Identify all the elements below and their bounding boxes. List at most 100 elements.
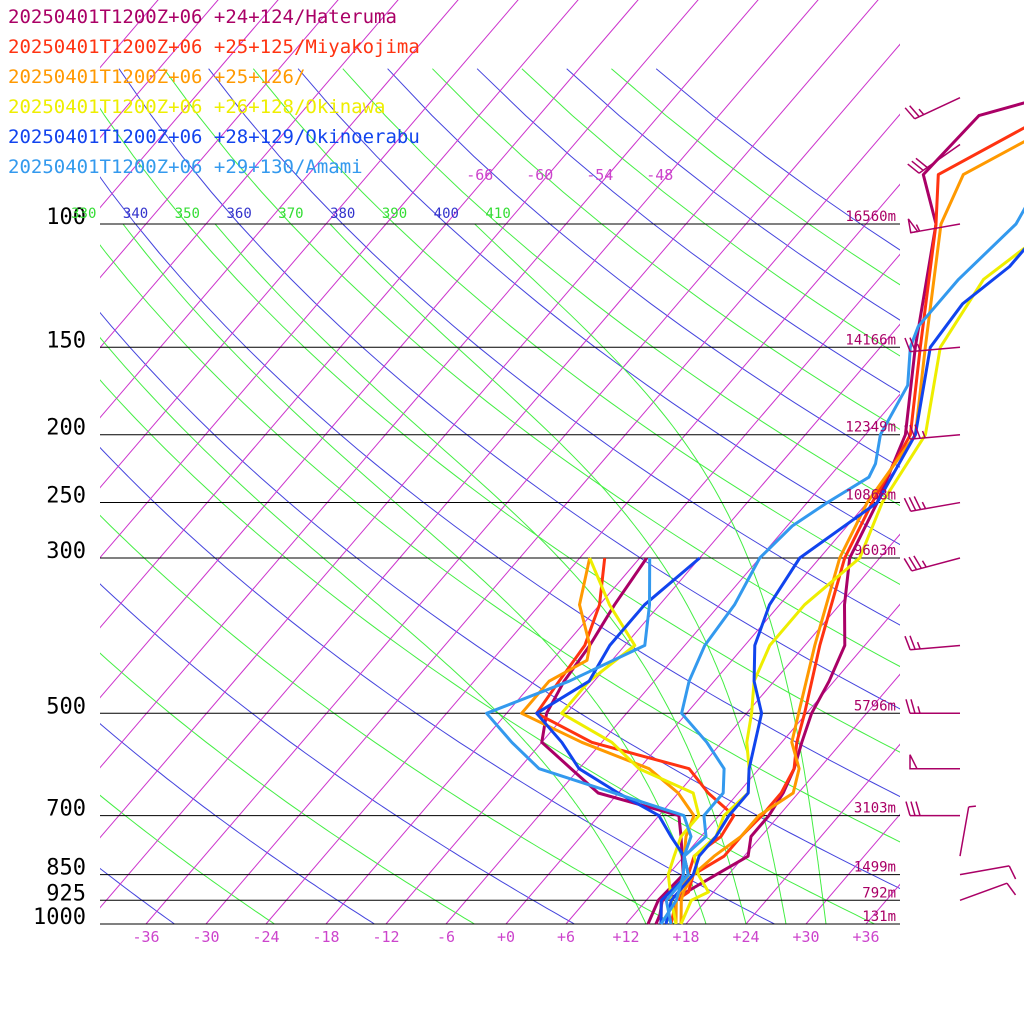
wind-barb [907, 143, 961, 174]
height-label: 1499m [854, 860, 896, 876]
wind-barb [904, 635, 961, 651]
wind-barb-flag [913, 496, 922, 510]
legend-entry: 20250401T1200Z+06 +25+125/Miyakojima [8, 36, 420, 58]
pressure-label: 300 [46, 539, 86, 564]
wind-barb-flag [910, 699, 916, 714]
isotherm-line [100, 0, 279, 209]
isotherm-line [805, 813, 900, 924]
dry-adiabat-line [100, 583, 576, 924]
temperature-tick-label: -24 [252, 928, 279, 946]
temperature-tick-label: +18 [672, 928, 699, 946]
wind-barb-staff [910, 433, 961, 440]
wind-barb-flag [904, 107, 916, 120]
isotherm-line [505, 463, 900, 924]
moist-adiabat-line [122, 223, 707, 924]
wind-barb-flag [910, 801, 916, 816]
wind-barb [907, 218, 961, 234]
pressure-label: 250 [46, 484, 86, 509]
wind-barb-flag [909, 337, 916, 352]
theta-label: 390 [382, 206, 407, 222]
upper-isotherm-label: -60 [526, 166, 553, 184]
wind-barb-flag [915, 157, 928, 169]
isotherm-line [685, 673, 900, 924]
theta-label: 340 [123, 206, 148, 222]
isotherm-line [445, 393, 900, 924]
theta-label: 370 [278, 206, 303, 222]
wind-barb-flag [909, 424, 916, 439]
wind-barb-staff [959, 865, 1010, 876]
theta-label: 330 [71, 206, 96, 222]
isotherm-line [325, 253, 900, 924]
wind-barb-flag [911, 160, 924, 171]
wind-barb [905, 801, 960, 817]
isotherms [100, 0, 900, 924]
height-label: 16560m [845, 209, 896, 225]
isotherm-line [100, 0, 759, 769]
isotherm-line [100, 0, 579, 559]
temperature-tick-label: +0 [497, 928, 515, 946]
isotherm-line [565, 533, 900, 924]
wind-barb-flag [908, 496, 917, 511]
height-label: 9603m [854, 543, 896, 559]
wind-barb-half-flag [917, 706, 921, 714]
upper-isotherm-label: -54 [586, 166, 613, 184]
height-label: 12349m [845, 420, 896, 436]
dewpoint-line [535, 557, 736, 925]
wind-barb-half-flag [968, 805, 977, 808]
wind-barb-half-flag [921, 501, 927, 509]
height-label: 3103m [854, 801, 896, 817]
pressure-label: 700 [46, 797, 86, 822]
wind-barb [959, 805, 977, 857]
temperature-tick-label: +36 [852, 928, 879, 946]
upper-isotherm-label: -66 [466, 166, 493, 184]
wind-barb [904, 424, 961, 440]
isotherm-line [100, 0, 399, 349]
wind-barb [903, 555, 961, 572]
temperature-line [664, 247, 1024, 925]
wind-barb-staff [911, 557, 961, 572]
legend-entry: 20250401T1200Z+06 +28+129/Okinoerabu [8, 126, 420, 148]
legend-entry: 20250401T1200Z+06 +29+130/Amami [8, 156, 363, 178]
wind-barb-flag [905, 699, 911, 714]
wind-barb-half-flag [921, 560, 927, 568]
isotherm-line [100, 0, 819, 839]
wind-barb-half-flag [916, 641, 921, 650]
isotherm-line [865, 883, 900, 924]
wind-barb-flag [904, 635, 911, 651]
wind-barb-staff [910, 501, 961, 512]
wind-barb-pennant [907, 218, 919, 234]
isotherm-line [100, 0, 459, 419]
theta-label: 400 [434, 206, 459, 222]
temperature-line [679, 246, 1024, 925]
dry-adiabat-line [252, 68, 900, 586]
wind-barb-half-flag [916, 343, 921, 352]
wind-barbs [903, 97, 1017, 902]
temperature-line [679, 140, 1024, 925]
isotherm-line [145, 43, 900, 924]
isotherm-line [205, 113, 900, 924]
wind-barb [904, 97, 961, 120]
dry-adiabat-line [100, 311, 900, 890]
dry-adiabat-line [100, 652, 476, 924]
isotherm-line [100, 0, 339, 279]
wind-barb-flag [905, 801, 911, 816]
pressure-label: 150 [46, 328, 86, 353]
wind-barb-staff [959, 882, 1008, 902]
height-label: 14166m [845, 332, 896, 348]
height-label: 5796m [854, 698, 896, 714]
pressure-label: 200 [46, 416, 86, 441]
wind-barb-staff [959, 806, 970, 857]
dry-adiabat-line [208, 68, 900, 626]
legend-entry: 20250401T1200Z+06 +26+128/Okinawa [8, 96, 386, 118]
dry-adiabat-line [100, 379, 876, 924]
wind-barb-half-flag [918, 108, 925, 116]
wind-barb-staff [918, 143, 961, 174]
pressure-label: 925 [46, 881, 86, 906]
legend-entry: 20250401T1200Z+06 +25+126/ [8, 66, 305, 88]
dry-adiabat-line [100, 446, 776, 924]
temperature-line [659, 206, 1024, 925]
wind-barb-flag [914, 424, 921, 439]
dry-adiabat-line [100, 867, 176, 924]
